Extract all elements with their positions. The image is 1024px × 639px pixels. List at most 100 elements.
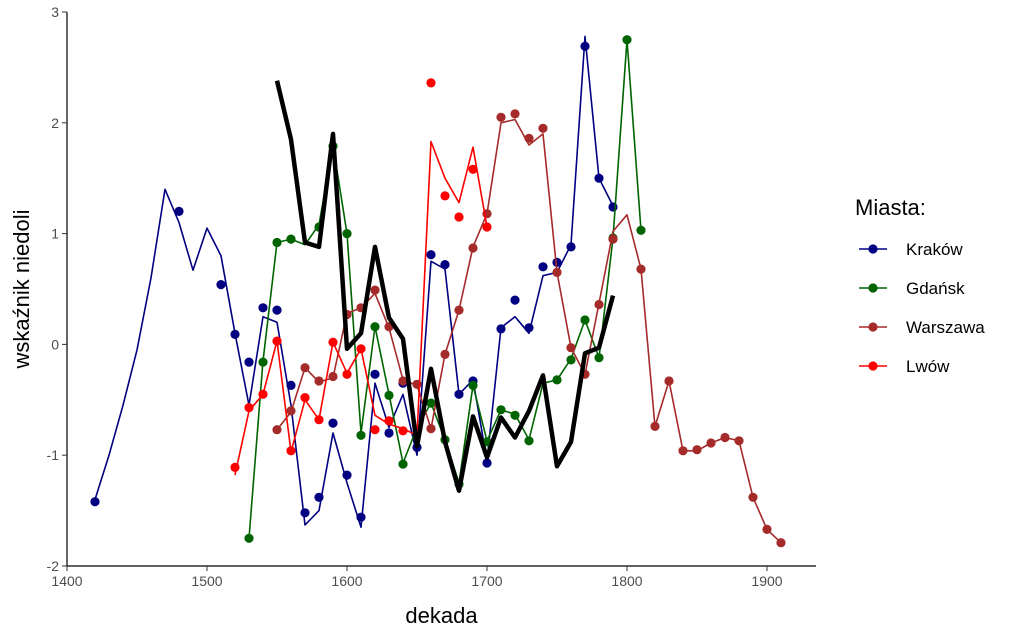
data-point-lw-w bbox=[314, 415, 324, 425]
data-point-gda-sk bbox=[510, 410, 520, 420]
data-point-krak-w bbox=[300, 508, 310, 518]
data-point-krak-w bbox=[258, 303, 268, 313]
data-point-gda-sk bbox=[636, 225, 646, 235]
data-point-warszawa bbox=[510, 109, 520, 119]
data-point-krak-w bbox=[426, 250, 436, 260]
data-point-warszawa bbox=[286, 406, 296, 416]
series-line-gda-sk bbox=[248, 38, 642, 539]
data-point-warszawa bbox=[734, 436, 744, 446]
data-point-krak-w bbox=[174, 206, 184, 216]
data-point-warszawa bbox=[678, 446, 688, 456]
data-point-lw-w bbox=[244, 403, 254, 413]
legend-item: Warszawa bbox=[859, 318, 985, 337]
x-axis-ticks: 1400 1500 1600 1700 1800 1900 bbox=[51, 566, 783, 589]
data-point-lw-w bbox=[384, 416, 394, 426]
data-point-lw-w bbox=[356, 344, 366, 354]
data-point-krak-w bbox=[230, 329, 240, 339]
data-point-warszawa bbox=[426, 424, 436, 434]
y-tick-label: 0 bbox=[51, 336, 59, 352]
data-point-warszawa bbox=[398, 376, 408, 386]
data-point-lw-w bbox=[454, 212, 464, 222]
x-tick-label: 1700 bbox=[471, 573, 502, 589]
legend-title: Miasta: bbox=[855, 195, 926, 220]
data-point-warszawa bbox=[440, 349, 450, 359]
x-axis-title: dekada bbox=[405, 603, 478, 628]
y-tick-label: -1 bbox=[47, 447, 60, 463]
data-point-lw-w bbox=[342, 369, 352, 379]
data-point-krak-w bbox=[510, 295, 520, 305]
data-point-lw-w bbox=[272, 336, 282, 346]
data-point-warszawa bbox=[748, 492, 758, 502]
data-point-krak-w bbox=[580, 41, 590, 51]
data-point-gda-sk bbox=[496, 405, 506, 415]
data-point-krak-w bbox=[314, 492, 324, 502]
data-point-warszawa bbox=[468, 243, 478, 253]
y-tick-label: -2 bbox=[47, 558, 60, 574]
x-tick-label: 1600 bbox=[331, 573, 362, 589]
data-point-gda-sk bbox=[384, 390, 394, 400]
data-point-gda-sk bbox=[286, 234, 296, 244]
y-tick-label: 2 bbox=[51, 115, 59, 131]
data-point-warszawa bbox=[664, 376, 674, 386]
data-point-krak-w bbox=[356, 512, 366, 522]
plot-area bbox=[90, 35, 786, 548]
data-point-gda-sk bbox=[370, 322, 380, 332]
data-point-krak-w bbox=[286, 380, 296, 390]
data-point-warszawa bbox=[328, 371, 338, 382]
y-tick-label: 3 bbox=[51, 4, 59, 20]
data-point-warszawa bbox=[300, 363, 310, 373]
data-point-krak-w bbox=[566, 242, 576, 252]
data-point-krak-w bbox=[370, 369, 380, 379]
data-point-krak-w bbox=[496, 324, 506, 334]
data-point-krak-w bbox=[524, 323, 534, 333]
data-point-warszawa bbox=[314, 376, 324, 386]
data-point-krak-w bbox=[552, 257, 562, 267]
data-point-lw-w bbox=[440, 191, 450, 201]
data-point-lw-w bbox=[300, 393, 310, 403]
data-point-warszawa bbox=[524, 133, 534, 143]
data-point-warszawa bbox=[272, 425, 282, 435]
data-point-gda-sk bbox=[524, 436, 534, 446]
legend-items: Kraków Gdańsk Warszawa Lwów bbox=[859, 240, 985, 376]
data-point-warszawa bbox=[454, 305, 464, 315]
y-axis-ticks: -2 -1 0 1 2 3 bbox=[47, 4, 67, 574]
legend-item: Kraków bbox=[859, 240, 963, 259]
legend-item: Lwów bbox=[859, 357, 950, 376]
data-point-gda-sk bbox=[272, 237, 282, 248]
data-point-krak-w bbox=[216, 280, 226, 290]
data-point-warszawa bbox=[566, 343, 576, 353]
data-point-warszawa bbox=[776, 538, 786, 548]
data-point-krak-w bbox=[342, 470, 352, 480]
data-point-warszawa bbox=[552, 267, 562, 277]
data-point-lw-w bbox=[286, 446, 296, 456]
data-point-krak-w bbox=[244, 357, 254, 367]
data-point-warszawa bbox=[538, 123, 548, 133]
data-point-krak-w bbox=[328, 418, 338, 428]
data-point-gda-sk bbox=[244, 533, 254, 543]
legend-key-point bbox=[868, 361, 878, 371]
data-point-gda-sk bbox=[258, 357, 268, 367]
data-point-gda-sk bbox=[356, 430, 366, 440]
data-point-krak-w bbox=[454, 389, 464, 399]
data-point-krak-w bbox=[440, 260, 450, 270]
x-tick-label: 1800 bbox=[611, 573, 642, 589]
legend-label: Warszawa bbox=[906, 318, 985, 337]
data-point-gda-sk bbox=[566, 355, 576, 365]
data-point-lw-w bbox=[398, 426, 408, 436]
data-point-lw-w bbox=[482, 222, 492, 232]
data-point-gda-sk bbox=[622, 35, 632, 45]
data-point-gda-sk bbox=[594, 353, 604, 363]
legend-key-point bbox=[868, 244, 878, 254]
x-tick-label: 1400 bbox=[51, 573, 82, 589]
axes: 1400 1500 1600 1700 1800 1900 -2 -1 0 1 2 3 bbox=[47, 4, 816, 589]
data-point-gda-sk bbox=[580, 315, 590, 325]
data-point-gda-sk bbox=[398, 459, 408, 469]
data-point-krak-w bbox=[384, 428, 394, 438]
data-point-lw-w bbox=[468, 164, 478, 174]
y-axis-title: wskaźnik niedoli bbox=[9, 210, 34, 370]
data-point-warszawa bbox=[370, 285, 380, 295]
data-point-gda-sk bbox=[342, 229, 352, 239]
data-point-krak-w bbox=[538, 262, 548, 272]
